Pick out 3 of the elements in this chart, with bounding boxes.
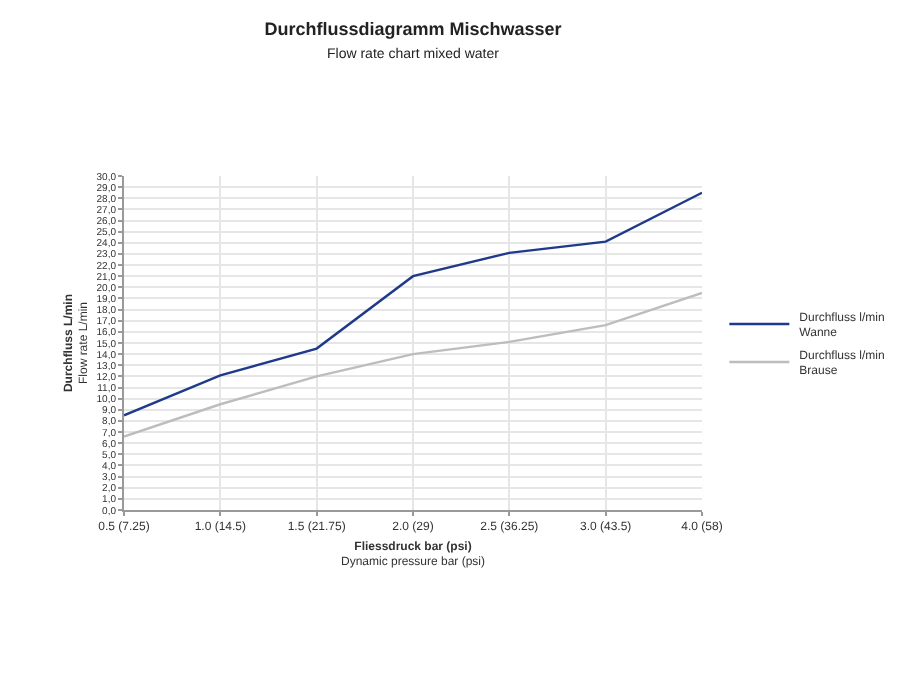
line-series	[124, 291, 702, 438]
chart-title: Durchflussdiagramm Mischwasser	[264, 18, 563, 39]
line-series	[124, 191, 702, 417]
